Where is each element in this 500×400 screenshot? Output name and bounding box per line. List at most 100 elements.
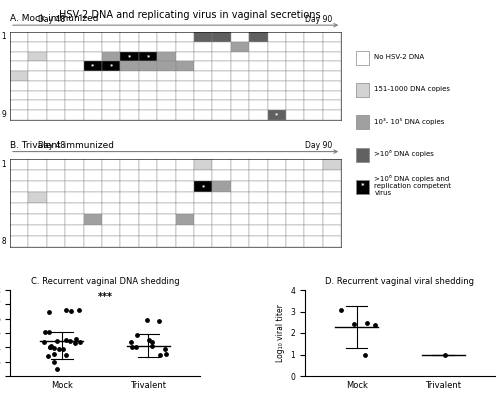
Bar <box>212 42 231 52</box>
Bar <box>176 159 194 170</box>
Bar <box>286 81 304 90</box>
Point <box>50 351 58 358</box>
Bar <box>286 225 304 236</box>
Bar <box>28 236 47 247</box>
Bar <box>157 159 176 170</box>
Point <box>145 337 153 343</box>
Bar <box>268 110 286 120</box>
Bar <box>323 236 341 247</box>
Bar <box>268 170 286 181</box>
Bar <box>176 32 194 42</box>
Point <box>66 308 74 314</box>
Bar <box>28 203 47 214</box>
Bar <box>10 61 29 71</box>
Bar <box>28 42 47 52</box>
Bar <box>10 90 29 100</box>
Text: >10⁶ DNA copies and
replication competent
virus: >10⁶ DNA copies and replication competen… <box>374 176 452 196</box>
Bar <box>231 159 249 170</box>
Bar <box>28 61 47 71</box>
FancyBboxPatch shape <box>356 148 368 162</box>
Bar <box>65 181 84 192</box>
Bar <box>212 170 231 181</box>
Bar <box>84 236 102 247</box>
Bar <box>231 110 249 120</box>
Bar <box>120 100 139 110</box>
Bar <box>47 81 65 90</box>
Bar <box>139 225 157 236</box>
Bar <box>231 71 249 81</box>
Bar <box>10 203 29 214</box>
Point <box>133 332 141 338</box>
Bar <box>102 110 120 120</box>
Bar <box>65 159 84 170</box>
Bar <box>323 90 341 100</box>
Bar <box>286 90 304 100</box>
Bar <box>157 81 176 90</box>
Bar <box>249 203 268 214</box>
Bar <box>323 32 341 42</box>
Bar <box>304 236 323 247</box>
Bar <box>194 32 212 42</box>
Bar <box>323 181 341 192</box>
Bar <box>47 159 65 170</box>
Bar <box>286 192 304 203</box>
Bar <box>323 81 341 90</box>
Bar <box>176 236 194 247</box>
Bar <box>176 81 194 90</box>
Bar <box>323 214 341 225</box>
Bar <box>268 61 286 71</box>
Bar <box>231 192 249 203</box>
Bar <box>194 81 212 90</box>
Bar <box>47 203 65 214</box>
Bar <box>84 81 102 90</box>
Bar <box>157 203 176 214</box>
Bar <box>249 192 268 203</box>
Bar <box>268 52 286 61</box>
Bar <box>212 81 231 90</box>
Bar <box>102 225 120 236</box>
Bar <box>304 225 323 236</box>
Bar <box>120 90 139 100</box>
Bar <box>286 159 304 170</box>
Bar <box>212 192 231 203</box>
Bar <box>249 225 268 236</box>
Bar <box>102 42 120 52</box>
Point <box>53 366 61 372</box>
Point <box>142 317 150 323</box>
Bar <box>194 61 212 71</box>
Bar <box>139 32 157 42</box>
Bar <box>194 236 212 247</box>
Bar <box>176 71 194 81</box>
Bar <box>268 71 286 81</box>
Bar <box>139 61 157 71</box>
Bar <box>10 100 29 110</box>
Bar <box>286 52 304 61</box>
Bar <box>304 214 323 225</box>
Point <box>162 351 170 358</box>
Bar <box>65 170 84 181</box>
FancyBboxPatch shape <box>356 115 368 129</box>
Bar <box>157 42 176 52</box>
Bar <box>231 90 249 100</box>
Bar <box>157 225 176 236</box>
Point <box>75 307 83 313</box>
Bar <box>194 181 212 192</box>
Bar <box>194 214 212 225</box>
Text: *: * <box>275 112 278 117</box>
Bar <box>157 192 176 203</box>
Point <box>156 352 164 358</box>
Point <box>128 344 136 350</box>
Bar <box>102 214 120 225</box>
Bar <box>157 100 176 110</box>
Bar <box>84 90 102 100</box>
Point <box>72 336 80 343</box>
Bar <box>323 52 341 61</box>
Point <box>56 346 64 353</box>
Bar <box>65 110 84 120</box>
Bar <box>65 203 84 214</box>
Point <box>76 339 84 346</box>
FancyBboxPatch shape <box>356 51 368 65</box>
Bar <box>286 214 304 225</box>
Bar <box>212 32 231 42</box>
Bar <box>84 225 102 236</box>
